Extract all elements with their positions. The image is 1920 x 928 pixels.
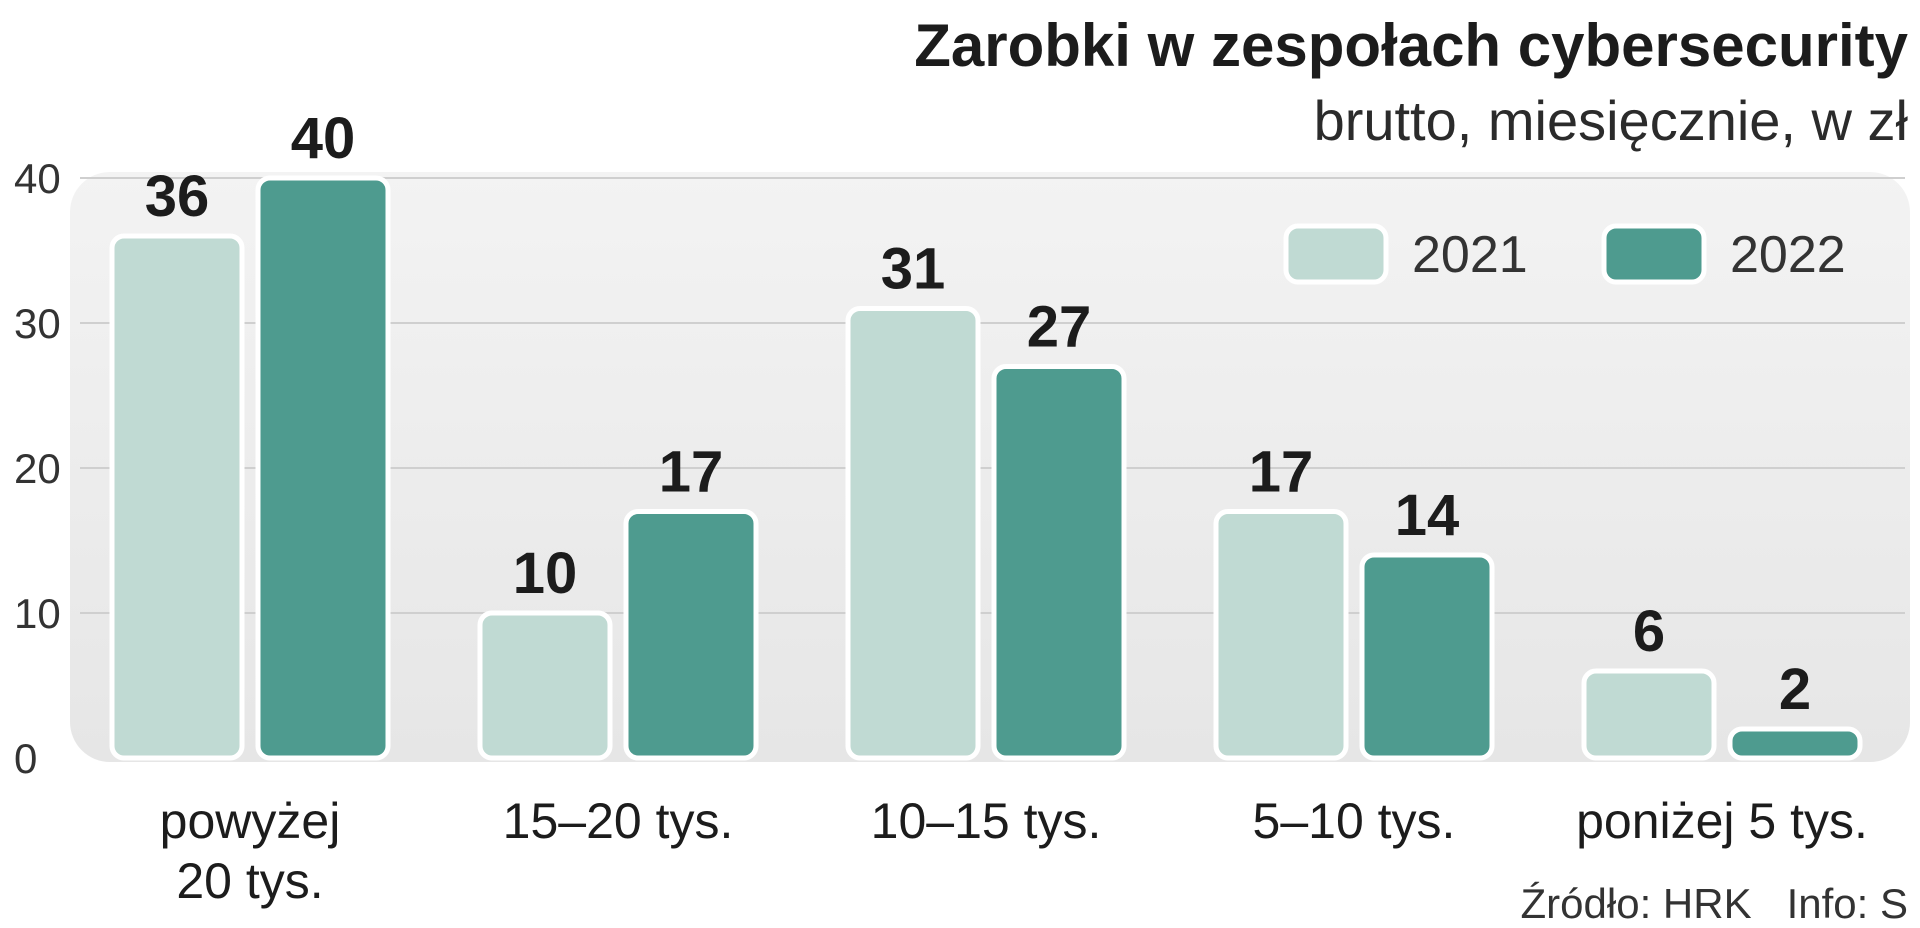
- value-label: 10: [513, 541, 578, 606]
- value-label: 40: [291, 106, 356, 171]
- bar-2022: [623, 509, 759, 761]
- bar-2021: [109, 233, 245, 761]
- chart-subtitle: brutto, miesięcznie, w zł: [1314, 89, 1909, 152]
- bar-2022: [1727, 726, 1863, 761]
- category-label: 5–10 tys.: [1253, 793, 1456, 849]
- bar-2021: [845, 306, 981, 761]
- y-tick-label: 20: [14, 445, 61, 492]
- y-tick-label: 40: [14, 155, 61, 202]
- bar-2021: [1581, 668, 1717, 761]
- y-axis-ticks: 0 10 20 30 40: [14, 155, 61, 782]
- value-label: 27: [1027, 295, 1092, 360]
- y-tick-label: 10: [14, 590, 61, 637]
- value-label: 31: [881, 237, 946, 302]
- bar-2021: [477, 610, 613, 761]
- legend: 2021 2022: [1283, 223, 1846, 285]
- value-label: 6: [1633, 599, 1665, 664]
- bar-2022: [991, 364, 1127, 761]
- value-label: 17: [1249, 440, 1314, 505]
- category-label: 10–15 tys.: [871, 793, 1102, 849]
- legend-swatch-2021: [1283, 223, 1389, 285]
- value-labels: 36 40 10 17 31 27 17 14 6 2: [145, 106, 1811, 722]
- source-note: Źródło: HRK Info: S: [1521, 880, 1908, 927]
- value-label: 14: [1395, 483, 1460, 548]
- category-label: powyżej: [160, 793, 341, 849]
- bar-2022: [255, 175, 391, 761]
- legend-swatch-2022: [1601, 223, 1707, 285]
- legend-label-2022: 2022: [1730, 226, 1846, 284]
- chart-title: Zarobki w zespołach cybersecurity: [914, 12, 1908, 79]
- bar-2021: [1213, 509, 1349, 761]
- category-label: poniżej 5 tys.: [1576, 793, 1868, 849]
- y-tick-label: 30: [14, 300, 61, 347]
- value-label: 2: [1779, 657, 1811, 722]
- category-label: 15–20 tys.: [503, 793, 734, 849]
- bars: [109, 175, 1863, 761]
- legend-label-2021: 2021: [1412, 226, 1528, 284]
- category-label: 20 tys.: [176, 853, 323, 909]
- y-tick-label: 0: [14, 735, 37, 782]
- value-label: 17: [659, 440, 724, 505]
- bar-2022: [1359, 552, 1495, 761]
- value-label: 36: [145, 164, 210, 229]
